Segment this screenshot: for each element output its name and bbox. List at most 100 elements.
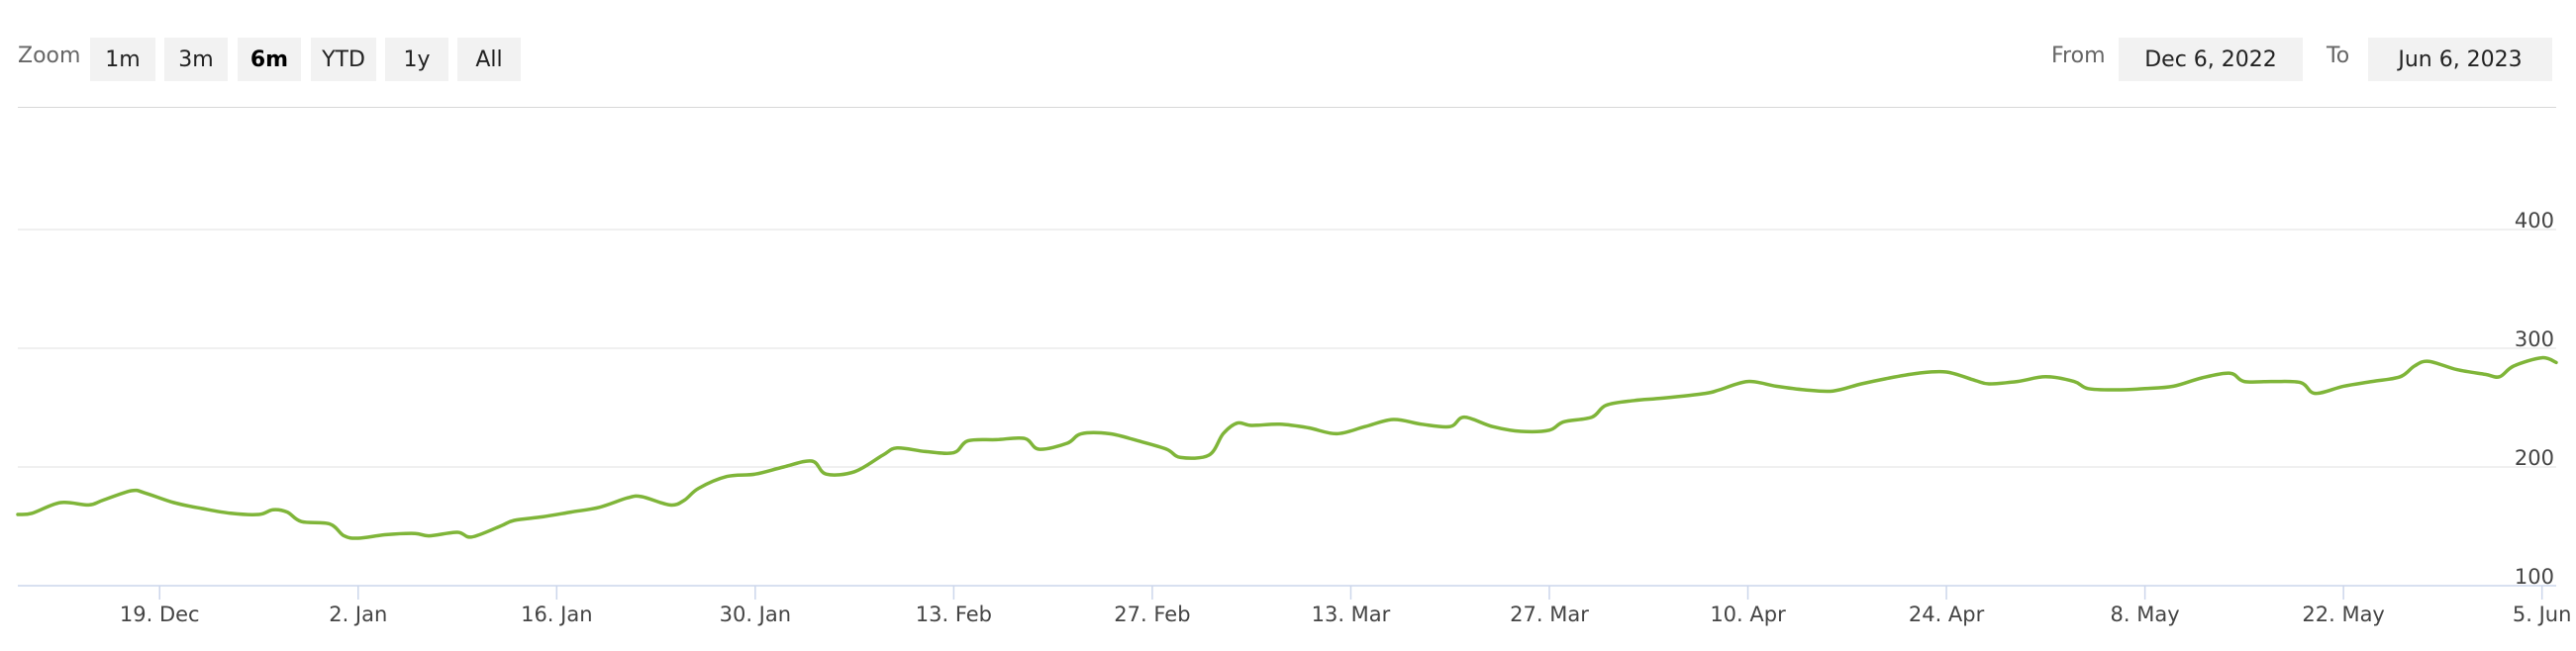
from-date-input[interactable]: Dec 6, 2022: [2119, 38, 2303, 81]
data-point: [1888, 376, 1892, 380]
data-point: [598, 506, 601, 509]
data-point: [1547, 428, 1551, 431]
data-point: [1462, 416, 1466, 418]
data-point: [87, 504, 90, 507]
data-point: [753, 473, 756, 476]
toolbar-divider: [18, 107, 2556, 108]
data-point: [726, 475, 729, 478]
x-tick-label: 5. Jun: [2513, 603, 2572, 626]
data-point: [470, 535, 473, 538]
data-point: [2314, 392, 2317, 395]
data-point: [498, 524, 502, 528]
data-point: [1704, 392, 1707, 395]
data-point: [1718, 388, 1722, 392]
data-point: [1236, 421, 1239, 424]
data-point: [1420, 422, 1424, 425]
data-point: [569, 511, 572, 513]
data-point: [1208, 453, 1211, 457]
data-point: [1520, 429, 1523, 433]
data-point: [343, 534, 346, 537]
x-tick-label: 27. Feb: [1114, 603, 1190, 626]
data-point: [1448, 425, 1451, 428]
zoom-ytd-button[interactable]: YTD: [311, 38, 376, 81]
data-point: [328, 522, 332, 525]
data-point: [697, 487, 700, 490]
data-point: [1392, 418, 1395, 421]
data-point: [2554, 361, 2558, 364]
x-tick-label: 10. Apr: [1710, 603, 1786, 626]
data-point: [626, 497, 630, 500]
data-point: [2300, 381, 2303, 384]
data-point: [2072, 380, 2076, 383]
data-point: [2399, 375, 2402, 378]
zoom-1m-button[interactable]: 1m: [90, 38, 155, 81]
data-point: [385, 533, 388, 536]
data-point: [1987, 382, 1991, 386]
data-point: [1165, 447, 1168, 451]
to-label: To: [2327, 44, 2350, 68]
data-point: [1859, 382, 1863, 386]
data-point: [2229, 372, 2231, 375]
x-tick-label: 16. Jan: [521, 603, 592, 626]
y-tick-label: 300: [2515, 327, 2554, 351]
data-point: [1633, 399, 1636, 402]
data-point: [2455, 368, 2458, 371]
data-point: [2115, 388, 2119, 392]
zoom-all-button[interactable]: All: [457, 38, 521, 81]
data-point: [2370, 380, 2373, 383]
data-point: [286, 511, 289, 513]
grid-lines: [18, 229, 2556, 587]
data-point: [1137, 439, 1139, 442]
data-point: [2143, 387, 2146, 390]
data-point: [229, 512, 233, 514]
zoom-3m-button[interactable]: 3m: [164, 38, 228, 81]
data-point: [541, 515, 545, 518]
data-point: [2172, 385, 2175, 388]
data-point: [1944, 370, 1948, 374]
data-point: [428, 534, 431, 537]
y-axis: 100 200 300 400: [2515, 209, 2554, 589]
data-point: [1080, 432, 1083, 435]
data-point: [300, 520, 303, 523]
data-point: [1917, 372, 1920, 375]
x-tick-label: 22. May: [2302, 603, 2385, 626]
data-point: [1222, 432, 1225, 435]
x-tick-label: 8. May: [2111, 603, 2180, 626]
data-point: [2484, 373, 2487, 376]
data-point: [2200, 376, 2204, 380]
data-point: [895, 446, 899, 449]
data-point: [825, 473, 828, 476]
x-tick-label: 13. Feb: [916, 603, 992, 626]
data-point: [144, 492, 148, 495]
x-tick-label: 30. Jan: [720, 603, 791, 626]
data-point: [1038, 447, 1040, 451]
data-point: [2271, 380, 2274, 383]
data-point: [16, 512, 20, 516]
data-point: [101, 499, 105, 502]
data-point: [1973, 379, 1976, 382]
data-point: [2498, 375, 2501, 378]
data-point: [1746, 380, 1749, 383]
series-line[interactable]: [16, 355, 2558, 540]
x-tick-label: 2. Jan: [329, 603, 387, 626]
data-point: [1065, 441, 1069, 445]
data-point: [952, 451, 955, 454]
data-point: [966, 439, 969, 442]
data-point: [641, 495, 644, 499]
data-point: [1832, 390, 1834, 393]
data-point: [852, 470, 856, 473]
data-point: [257, 512, 260, 516]
x-tick-label: 13. Mar: [1312, 603, 1391, 626]
data-point: [2016, 380, 2019, 383]
x-tick-label: 19. Dec: [120, 603, 200, 626]
data-point: [668, 504, 672, 507]
data-point: [995, 438, 998, 441]
zoom-1y-button[interactable]: 1y: [385, 38, 448, 81]
data-point: [2341, 385, 2345, 388]
data-point: [201, 507, 204, 511]
data-point: [2087, 387, 2090, 390]
data-point: [1661, 397, 1664, 400]
zoom-6m-button[interactable]: 6m: [238, 38, 301, 81]
to-date-input[interactable]: Jun 6, 2023: [2368, 38, 2552, 81]
